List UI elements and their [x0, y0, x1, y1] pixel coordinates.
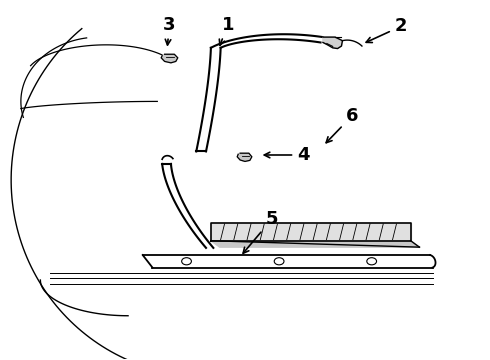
Polygon shape: [323, 37, 343, 49]
Polygon shape: [237, 153, 252, 161]
Polygon shape: [211, 223, 411, 241]
Polygon shape: [161, 54, 178, 63]
Text: 6: 6: [326, 107, 359, 143]
Text: 1: 1: [220, 15, 234, 45]
Text: 2: 2: [366, 17, 407, 42]
Text: 3: 3: [163, 15, 176, 45]
Text: 4: 4: [264, 146, 310, 164]
Text: 5: 5: [243, 210, 278, 253]
Polygon shape: [211, 241, 419, 247]
